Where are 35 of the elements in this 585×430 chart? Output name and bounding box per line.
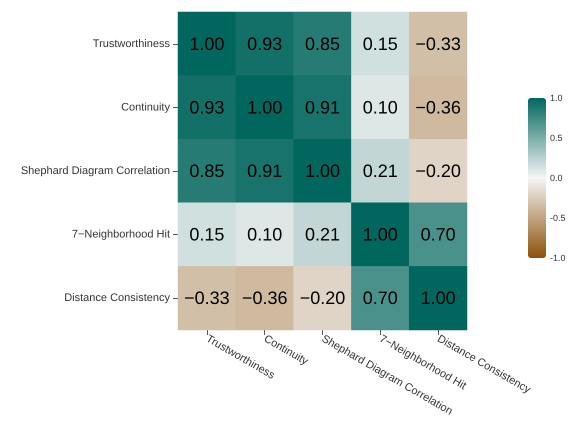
data-label: 0.10 bbox=[362, 97, 398, 118]
data-label: −0.36 bbox=[415, 97, 461, 118]
data-label: 1.00 bbox=[420, 288, 456, 308]
y-tick-label: 7−Neighborhood Hit bbox=[72, 228, 170, 241]
data-label: 0.93 bbox=[247, 34, 282, 54]
y-tick-label: Distance Consistency bbox=[64, 292, 170, 304]
data-label: 0.85 bbox=[189, 161, 224, 181]
data-label: 0.21 bbox=[362, 161, 398, 181]
color-bar-label: -1.0 bbox=[550, 253, 566, 263]
data-label: 1.00 bbox=[304, 161, 340, 181]
data-label: 0.70 bbox=[420, 224, 456, 245]
data-label: 0.15 bbox=[189, 224, 224, 245]
data-label: −0.20 bbox=[415, 161, 461, 181]
data-label: 0.91 bbox=[247, 161, 282, 181]
data-label: −0.33 bbox=[415, 34, 461, 54]
color-bar-label: 0.0 bbox=[550, 173, 563, 183]
data-label: 0.91 bbox=[304, 97, 340, 118]
data-label: 1.00 bbox=[362, 224, 398, 245]
data-label: 0.21 bbox=[304, 224, 340, 245]
data-label: 1.00 bbox=[247, 97, 282, 118]
data-label: −0.33 bbox=[184, 288, 230, 308]
data-label: 0.10 bbox=[247, 224, 282, 245]
data-label: −0.36 bbox=[242, 288, 288, 308]
data-label: 0.15 bbox=[362, 34, 398, 54]
data-label: −0.20 bbox=[300, 288, 346, 308]
data-label: 0.85 bbox=[304, 34, 340, 54]
color-bar-label: -0.5 bbox=[550, 213, 566, 223]
color-bar-label: 0.5 bbox=[550, 133, 563, 143]
y-tick-label: Trustworthiness bbox=[92, 38, 170, 50]
data-label: 0.93 bbox=[189, 97, 224, 118]
data-label: 1.00 bbox=[189, 34, 224, 54]
data-label: 0.70 bbox=[362, 288, 398, 308]
color-bar-label: 1.0 bbox=[550, 93, 563, 103]
y-tick-label: Continuity bbox=[121, 101, 170, 114]
y-tick-label: Shephard Diagram Correlation bbox=[20, 165, 170, 177]
